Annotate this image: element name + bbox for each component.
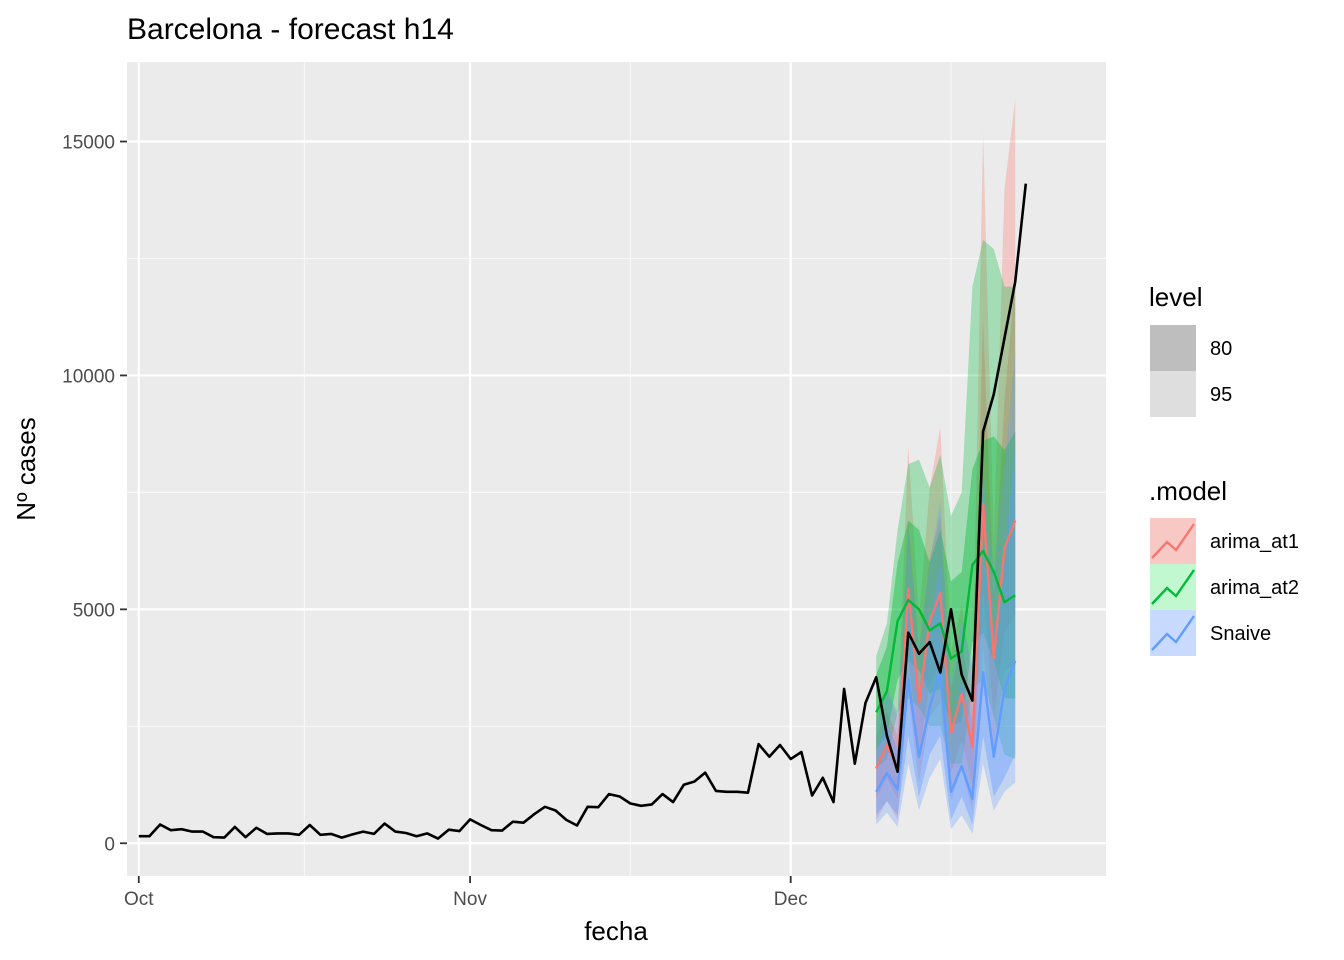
y-tick-label: 0 (104, 834, 115, 855)
legend-model: .model arima_at1 arima_at2 Snaive (1149, 476, 1299, 656)
legend-level-title: level (1149, 282, 1202, 312)
legend-model-key-arima_at1 (1150, 518, 1196, 564)
minor-gridlines (127, 62, 1106, 876)
x-tick-label: Dec (774, 889, 808, 910)
plot-panel (127, 62, 1106, 876)
legend-model-key-Snaive (1150, 610, 1196, 656)
legend-model-title: .model (1149, 476, 1227, 506)
legend-level-label: 95 (1210, 384, 1232, 406)
observed-series (138, 183, 1028, 840)
interval-80-Snaive (876, 445, 1016, 825)
x-axis: Oct Nov Dec (124, 876, 808, 910)
y-axis-title: Nº cases (11, 417, 41, 520)
legend-level: level 80 95 (1149, 282, 1232, 417)
legend-model-label: arima_at2 (1210, 577, 1299, 599)
interval-80-arima_at1 (876, 281, 1016, 799)
x-tick-label: Nov (453, 889, 487, 910)
legend-model-line-arima_at1 (1151, 523, 1195, 559)
y-tick-label: 5000 (73, 600, 115, 621)
forecast-line-Snaive (875, 660, 1017, 800)
legend-level-key-80 (1150, 325, 1196, 371)
legend-model-label: arima_at1 (1210, 531, 1299, 553)
legend-model-line-arima_at2 (1151, 569, 1195, 605)
chart-title: Barcelona - forecast h14 (127, 13, 454, 46)
y-tick-label: 15000 (62, 133, 115, 154)
legend-model-line-Snaive (1151, 615, 1195, 651)
legend-model-key-arima_at2 (1150, 564, 1196, 610)
y-axis: 0 5000 10000 15000 (62, 133, 127, 855)
observed-line (138, 183, 1028, 840)
major-gridlines (127, 62, 1106, 876)
y-tick-label: 10000 (62, 366, 115, 387)
legend-level-key-95 (1150, 371, 1196, 417)
legend-model-label: Snaive (1210, 623, 1271, 645)
x-axis-title: fecha (584, 916, 648, 946)
x-tick-label: Oct (124, 889, 154, 910)
legend-level-label: 80 (1210, 338, 1232, 360)
